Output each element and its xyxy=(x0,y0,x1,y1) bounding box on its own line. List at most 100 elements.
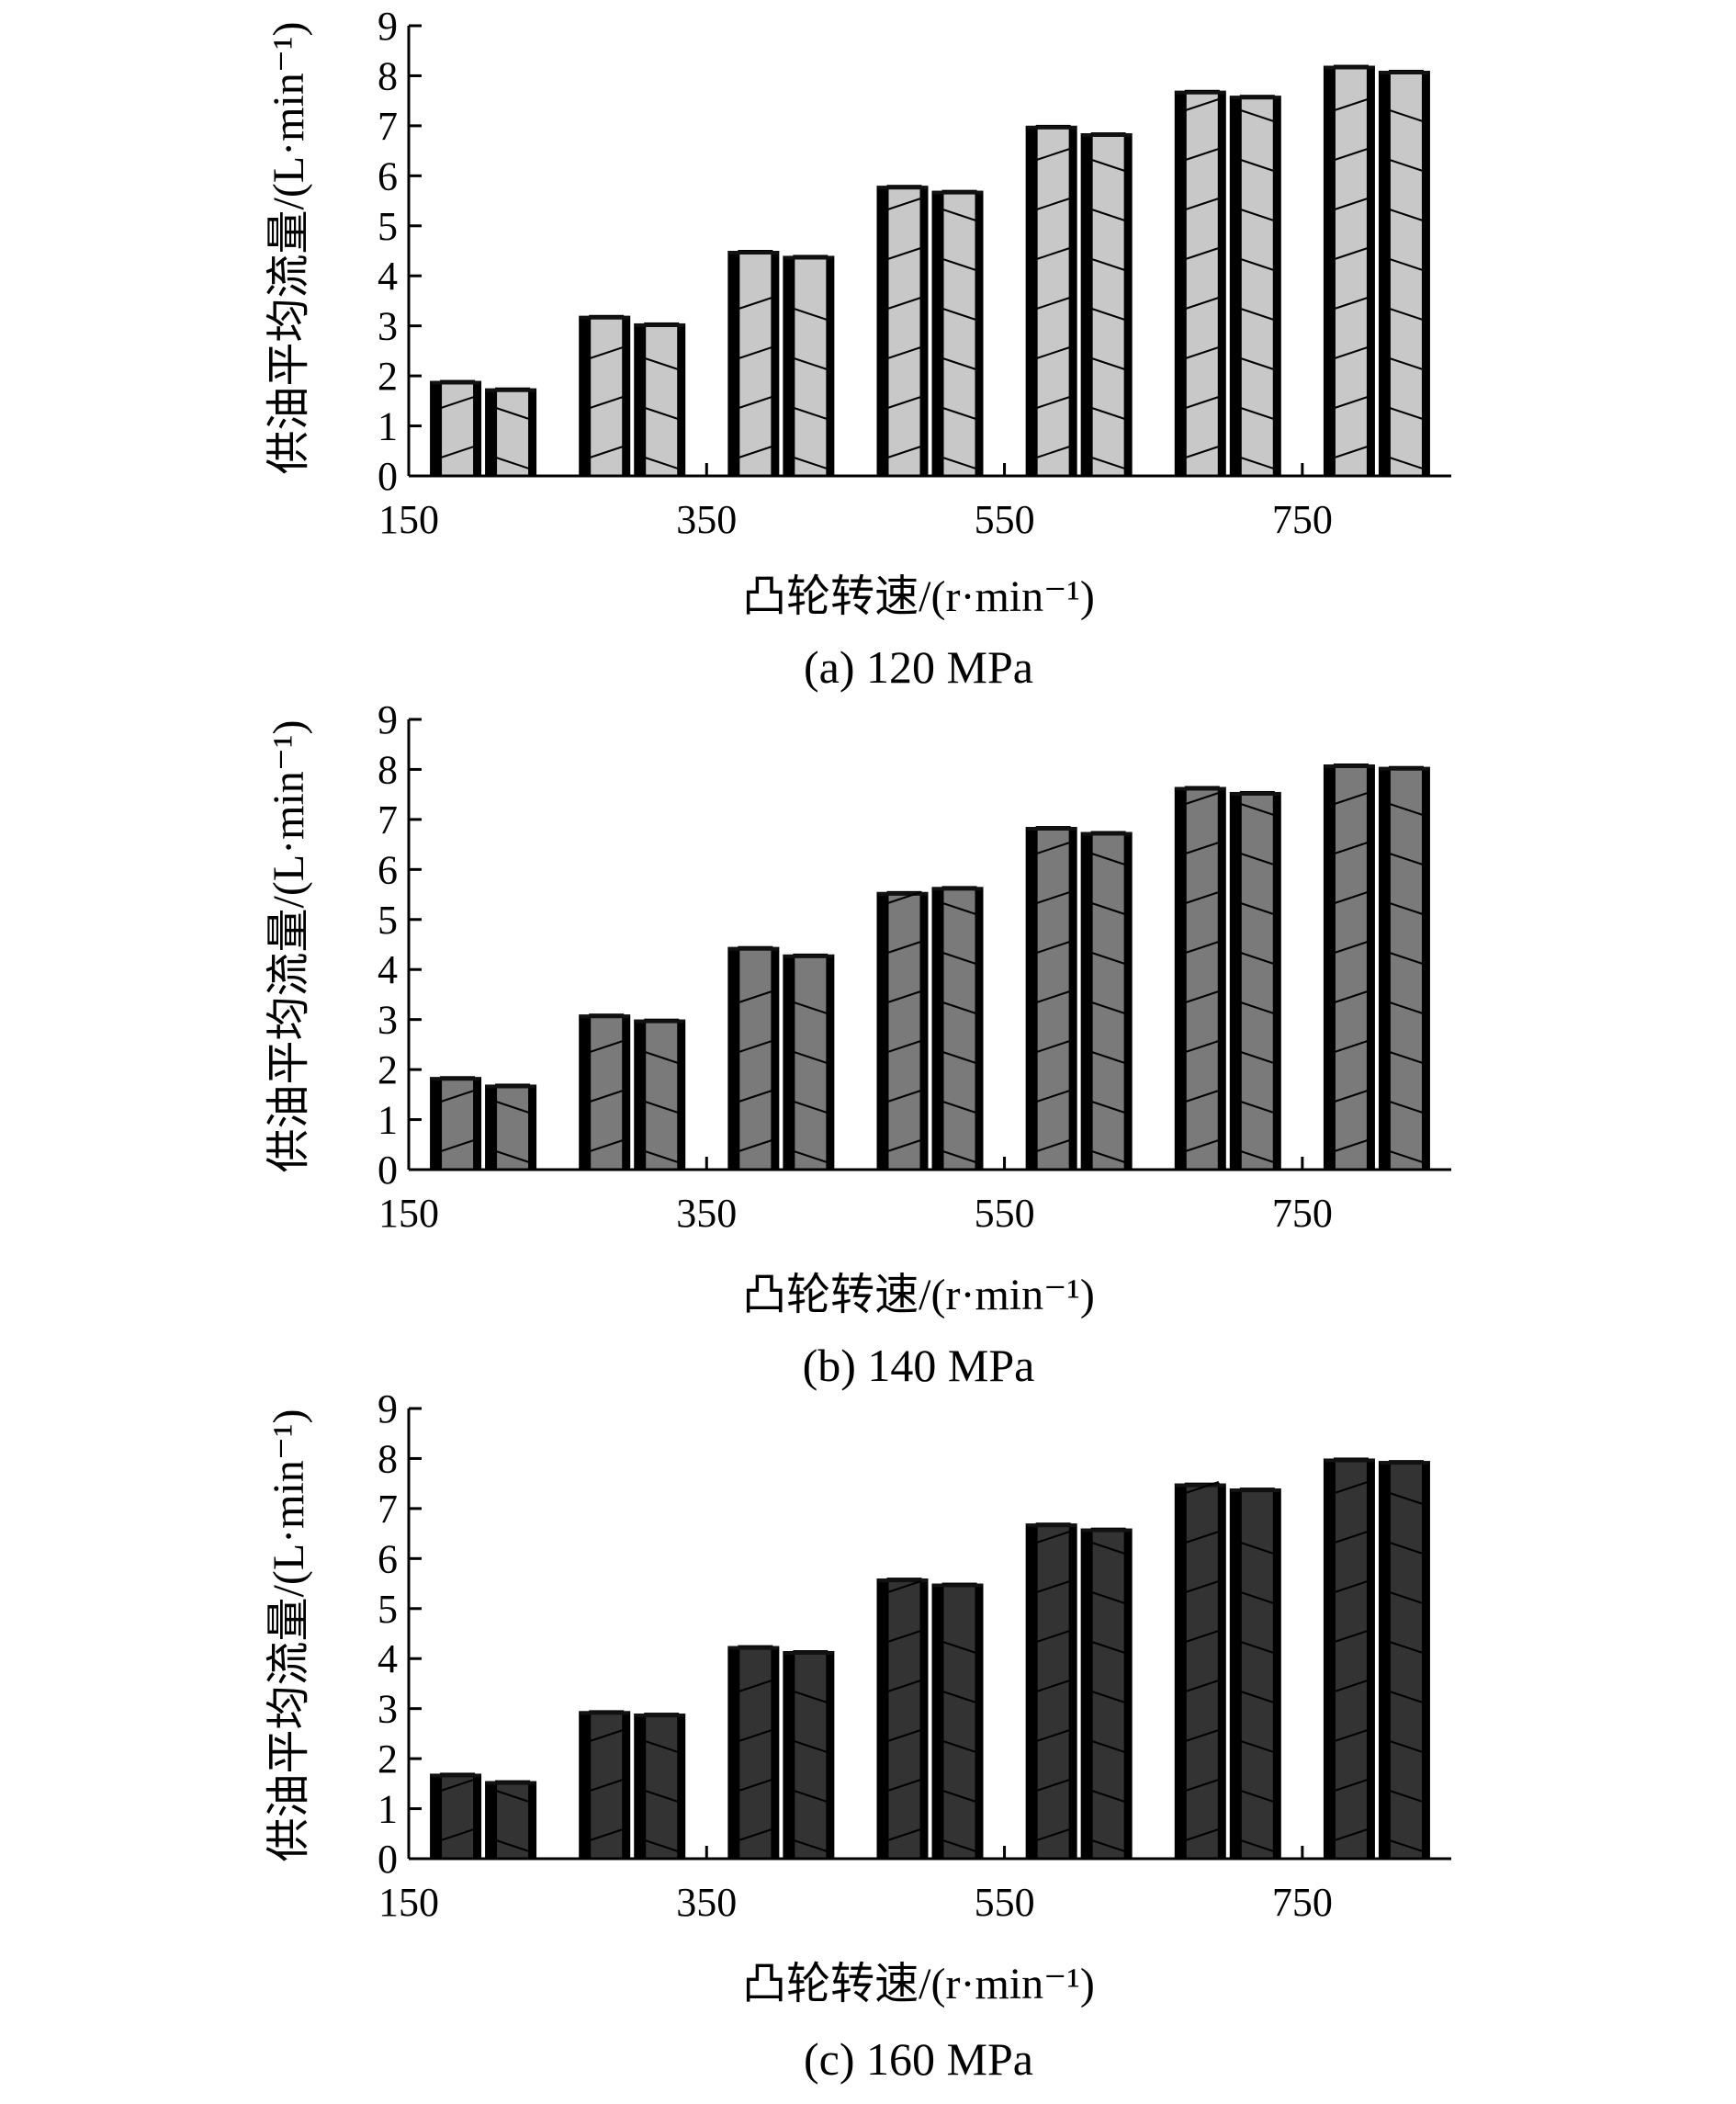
bar-hatch xyxy=(887,1729,921,1742)
bar-hatch xyxy=(1091,1691,1125,1703)
bar xyxy=(1378,70,1430,477)
bar-edge xyxy=(474,380,482,476)
bar-hatch xyxy=(887,1090,921,1103)
bar-hatch xyxy=(794,407,828,420)
bar-side xyxy=(931,887,943,1170)
bar-edge xyxy=(772,251,780,476)
bar-hatch xyxy=(1240,357,1275,370)
x-tick-label: 550 xyxy=(975,497,1035,542)
bar-hatch xyxy=(1091,1150,1125,1163)
bar-hatch xyxy=(1240,1051,1275,1064)
y-tick-label: 7 xyxy=(378,1487,398,1532)
y-tick-label: 3 xyxy=(378,998,398,1043)
bar-hatch xyxy=(738,990,772,1003)
bar-hatch xyxy=(1036,1729,1070,1742)
bar-hatch xyxy=(1389,952,1424,965)
bar-edge xyxy=(623,315,631,476)
bar-face xyxy=(738,250,773,477)
bar-hatch xyxy=(1334,98,1369,111)
bar-hatch xyxy=(942,308,976,321)
bar-edge xyxy=(1273,1488,1281,1859)
bar xyxy=(727,945,780,1171)
bar-hatch xyxy=(1185,891,1220,904)
bar-hatch xyxy=(1091,1740,1125,1753)
bar-hatch xyxy=(887,1580,921,1593)
bar-hatch xyxy=(942,209,976,221)
bar-hatch xyxy=(1036,1139,1070,1152)
bar-edge xyxy=(1218,786,1226,1170)
bar-side xyxy=(1174,90,1186,477)
bar-edge xyxy=(920,891,929,1170)
x-axis-title: 凸轮转速/(r·min⁻¹) xyxy=(742,1960,1095,2008)
bar-hatch xyxy=(1185,990,1220,1003)
bar-hatch xyxy=(887,346,921,359)
bar xyxy=(1229,95,1281,477)
bar-top xyxy=(1080,133,1133,138)
bar-edge xyxy=(623,1014,631,1170)
bar-hatch xyxy=(942,1691,976,1703)
bar-top xyxy=(783,1651,835,1656)
bar-top xyxy=(1174,90,1226,95)
bar-hatch xyxy=(942,457,976,469)
bar-hatch xyxy=(738,1779,772,1792)
bar-face xyxy=(738,1645,773,1860)
bar-hatch xyxy=(1185,1828,1220,1841)
bar-side xyxy=(783,954,795,1170)
bar-hatch xyxy=(1091,1051,1125,1064)
bar-hatch xyxy=(1185,148,1220,161)
x-axis-title: 凸轮转速/(r·min⁻¹) xyxy=(742,1271,1095,1319)
bar-hatch xyxy=(1389,853,1424,865)
bar-hatch xyxy=(942,258,976,271)
bar-hatch xyxy=(1334,1630,1369,1643)
bar-hatch xyxy=(1091,1591,1125,1604)
x-tick-label: 750 xyxy=(1272,497,1333,542)
bar-top xyxy=(931,1583,984,1588)
bar-hatch xyxy=(1240,1839,1275,1852)
bar xyxy=(727,1645,780,1860)
bar-hatch xyxy=(1036,1680,1070,1692)
bar-top xyxy=(1323,1458,1375,1463)
bar xyxy=(1174,786,1226,1171)
bar-top xyxy=(727,946,780,951)
bar-face xyxy=(1388,70,1424,477)
bar-hatch xyxy=(1240,1150,1275,1163)
bar xyxy=(634,1018,686,1171)
bar-side xyxy=(931,1583,943,1859)
bar-edge xyxy=(1367,65,1375,477)
bar-top xyxy=(727,251,780,255)
y-tick-label: 4 xyxy=(378,254,398,299)
bar-side xyxy=(1174,1483,1186,1859)
bar-hatch xyxy=(1036,297,1070,310)
bar xyxy=(876,185,929,477)
bar xyxy=(783,255,835,478)
panel-c: 供油平均流量/(L·min⁻¹) 凸轮转速/(r·min⁻¹) (c) 160 … xyxy=(265,1386,1451,2085)
bar xyxy=(634,1713,686,1860)
bar-hatch xyxy=(495,407,530,420)
bar-side xyxy=(727,1646,739,1859)
x-axis-title: 凸轮转速/(r·min⁻¹) xyxy=(742,572,1095,621)
bar-hatch xyxy=(1240,109,1275,122)
bar-hatch xyxy=(644,1790,679,1803)
bar xyxy=(430,379,482,477)
bar-hatch xyxy=(1036,446,1070,458)
bar-top xyxy=(876,1578,929,1583)
bar-hatch xyxy=(1334,1040,1369,1053)
bar-hatch xyxy=(738,446,772,458)
bar-hatch xyxy=(887,1779,921,1792)
bar-hatch xyxy=(1036,1040,1070,1053)
bar-side xyxy=(1378,766,1390,1170)
bar xyxy=(727,250,780,477)
bar-side xyxy=(485,388,497,476)
bar-hatch xyxy=(1185,98,1220,111)
bar-hatch xyxy=(1240,902,1275,915)
bar-hatch xyxy=(1334,1580,1369,1593)
bar-side xyxy=(1080,1528,1092,1859)
bar-hatch xyxy=(1091,159,1125,172)
bar-hatch xyxy=(942,1051,976,1064)
bar-side xyxy=(579,1711,591,1859)
bar-edge xyxy=(678,1714,686,1859)
bar-face xyxy=(1333,764,1369,1171)
bar-side xyxy=(727,946,739,1170)
bar xyxy=(1080,132,1133,478)
